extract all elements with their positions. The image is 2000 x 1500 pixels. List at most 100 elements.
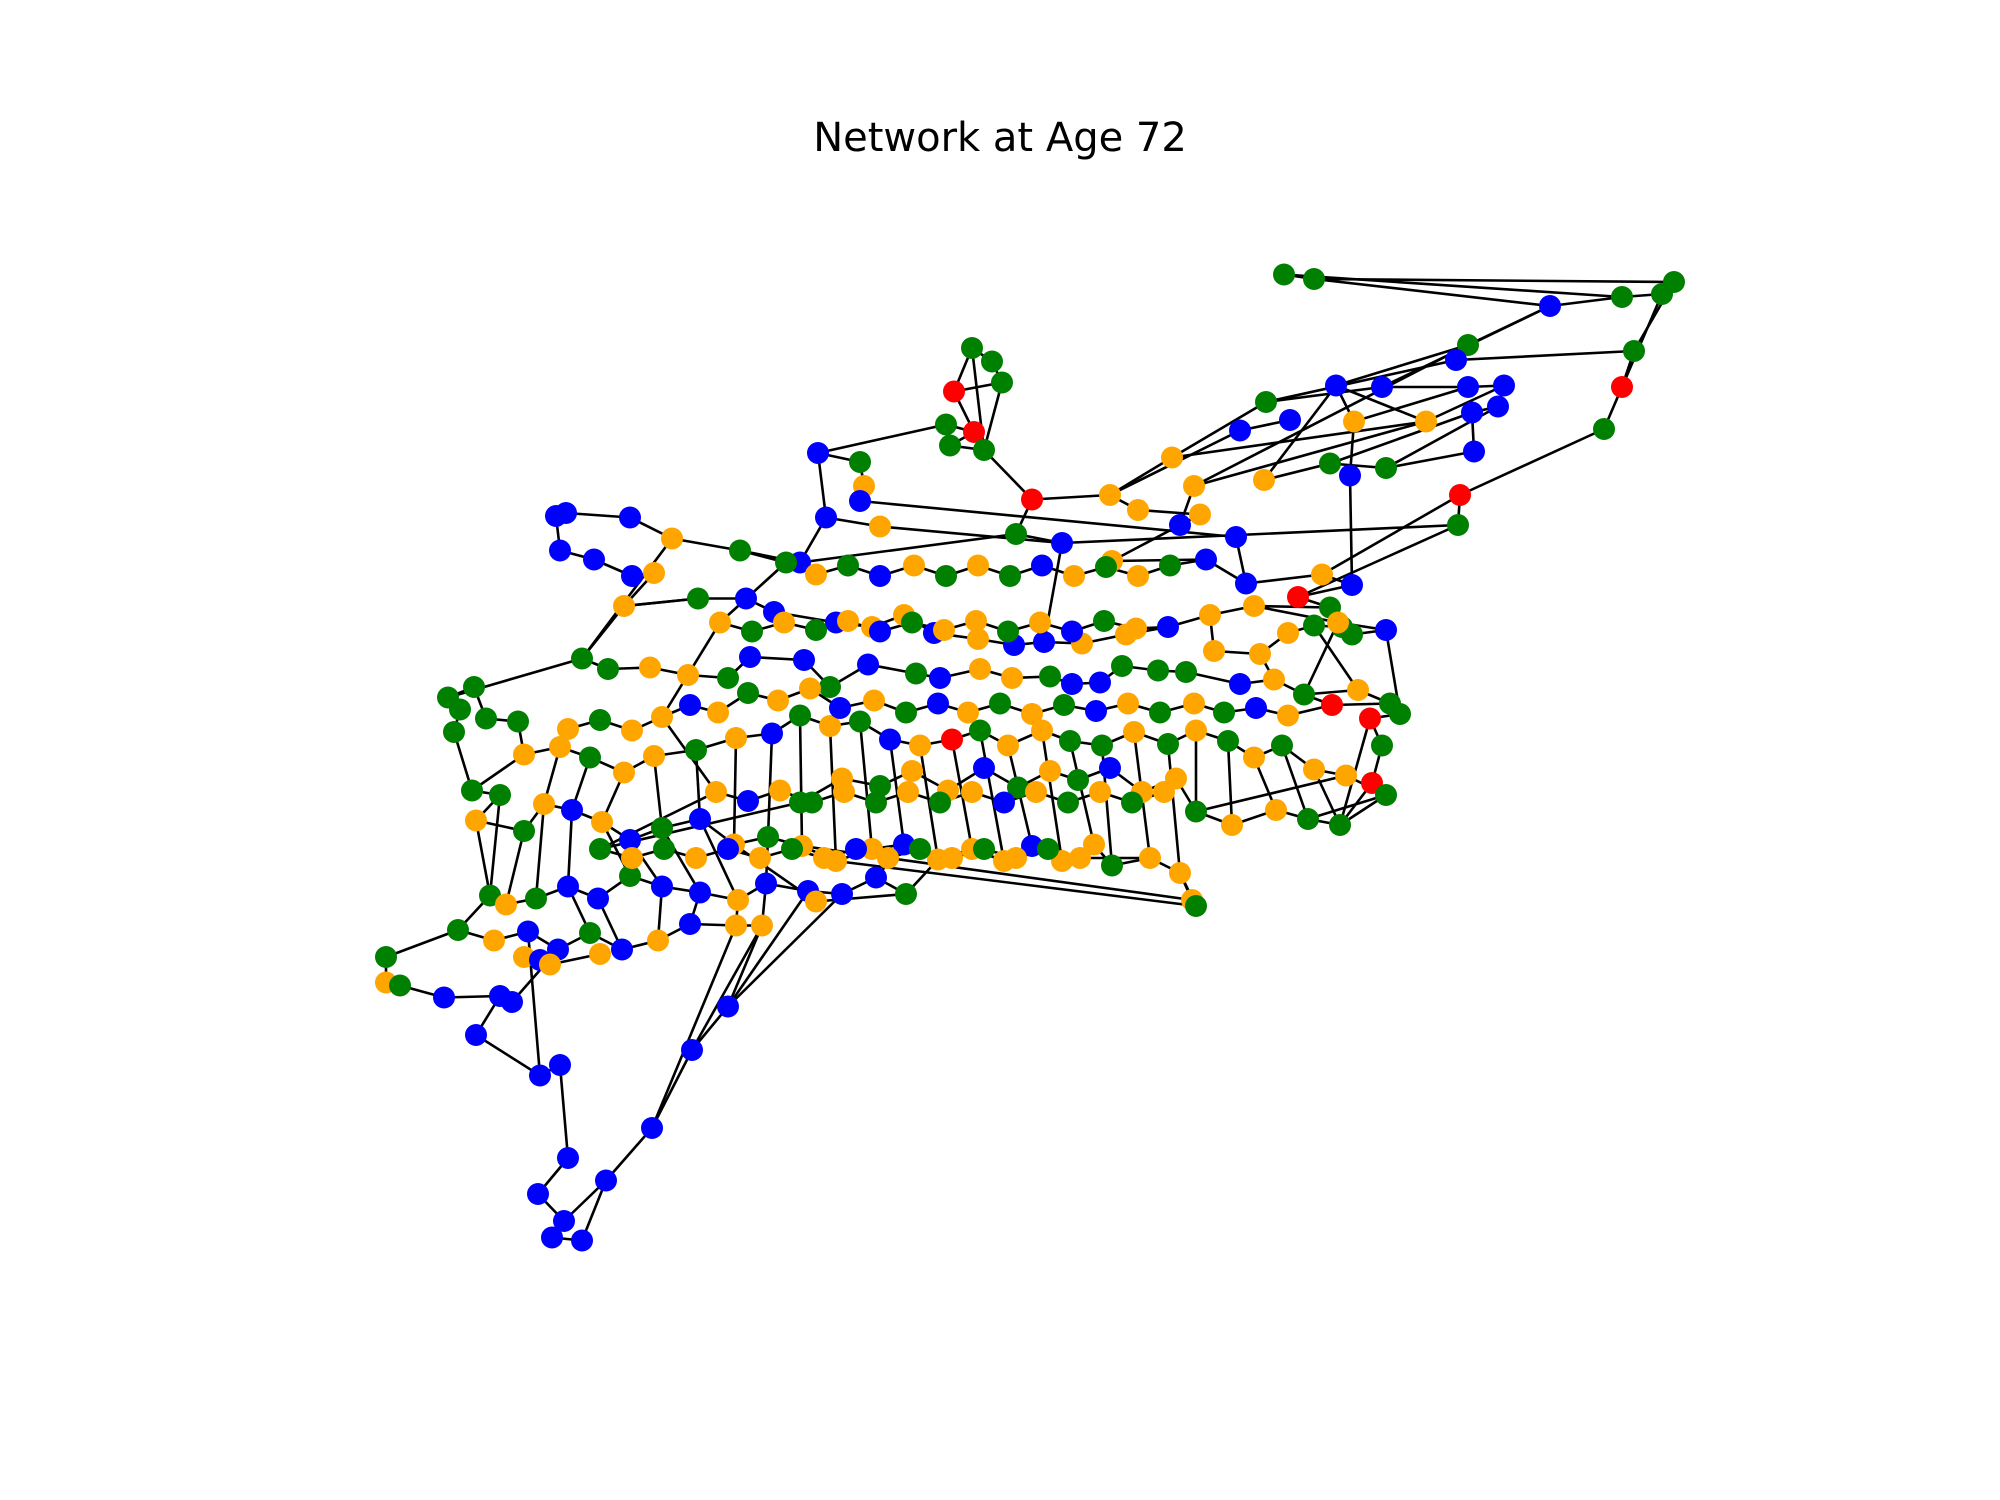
graph-edge	[671, 537, 741, 552]
graph-node-green	[909, 838, 931, 860]
graph-node-blue	[611, 938, 633, 961]
graph-edge	[817, 423, 947, 455]
graph-node-orange	[869, 515, 891, 538]
graph-node-blue	[739, 646, 761, 668]
graph-node-green	[447, 919, 469, 941]
node-layer	[375, 263, 1685, 1252]
graph-edge	[1313, 277, 1551, 308]
graph-node-blue	[807, 442, 829, 464]
graph-node-blue	[1195, 548, 1217, 571]
graph-node-orange	[651, 706, 673, 728]
graph-node-orange	[647, 929, 669, 952]
graph-node-orange	[621, 847, 643, 869]
graph-node-blue	[717, 838, 739, 860]
graph-node-green	[1303, 268, 1325, 290]
graph-node-green	[619, 865, 641, 887]
graph-edge	[727, 893, 843, 1008]
graph-edge	[726, 924, 764, 1008]
graph-node-orange	[1099, 484, 1121, 506]
graph-node-blue	[1461, 401, 1483, 424]
graph-node-green	[1329, 814, 1351, 836]
graph-node-orange	[773, 611, 795, 634]
graph-edge	[1109, 456, 1173, 497]
graph-node-orange	[769, 779, 791, 802]
graph-node-orange	[1063, 565, 1085, 587]
graph-node-green	[1297, 808, 1319, 830]
graph-node-orange	[1277, 622, 1299, 644]
graph-node-green	[805, 619, 827, 641]
graph-edge	[978, 730, 1006, 862]
graph-node-orange	[1343, 410, 1365, 433]
graph-edge	[1031, 493, 1111, 501]
graph-node-blue	[761, 722, 783, 745]
graph-node-blue	[1487, 395, 1509, 418]
graph-node-green	[757, 826, 779, 848]
graph-node-green	[479, 884, 501, 907]
graph-node-green	[973, 838, 995, 860]
graph-node-blue	[583, 548, 605, 571]
graph-node-blue	[815, 506, 837, 529]
graph-node-orange	[613, 761, 635, 784]
graph-node-green	[463, 676, 485, 698]
graph-node-green	[449, 698, 471, 721]
graph-node-green	[375, 946, 397, 968]
graph-edge	[1348, 475, 1354, 586]
graph-edge	[690, 924, 764, 1051]
graph-node-orange	[969, 658, 991, 680]
graph-node-green	[939, 434, 961, 457]
graph-edge	[698, 818, 740, 901]
graph-edge	[835, 859, 1197, 908]
graph-node-blue	[1229, 673, 1251, 695]
graph-node-green	[1157, 733, 1179, 755]
graph-node-green	[991, 371, 1013, 394]
graph-edge	[1297, 523, 1459, 599]
graph-node-green	[1159, 554, 1181, 577]
graph-node-blue	[1099, 757, 1121, 779]
graph-edge	[799, 532, 1017, 564]
graph-edge	[1166, 743, 1182, 874]
graph-node-orange	[1125, 617, 1147, 640]
graph-node-orange	[1127, 499, 1149, 521]
graph-node-orange	[483, 929, 505, 952]
graph-node-orange	[1039, 760, 1061, 782]
graph-node-blue	[831, 883, 853, 905]
graph-node-blue	[679, 694, 701, 716]
graph-node-blue	[1339, 464, 1361, 487]
graph-node-orange	[1089, 781, 1111, 803]
graph-edge	[815, 892, 907, 903]
graph-node-orange	[767, 689, 789, 712]
graph-node-orange	[1069, 847, 1091, 869]
graph-node-green	[1457, 334, 1479, 356]
graph-edge	[1312, 624, 1360, 691]
graph-node-orange	[465, 809, 487, 832]
graph-node-orange	[1161, 446, 1183, 469]
graph-edge	[385, 928, 459, 959]
graph-node-green	[1121, 791, 1143, 814]
graph-node-red	[1021, 488, 1043, 511]
graph-node-orange	[1153, 781, 1175, 803]
graph-node-orange	[1139, 847, 1161, 869]
graph-node-blue	[1325, 374, 1347, 397]
graph-node-green	[997, 620, 1019, 643]
graph-node-green	[1303, 614, 1325, 637]
graph-node-green	[729, 539, 751, 562]
graph-node-orange	[705, 781, 727, 803]
graph-node-blue	[1085, 700, 1107, 722]
graph-node-blue	[553, 1210, 575, 1232]
graph-node-blue	[1445, 349, 1467, 371]
graph-node-orange	[1415, 410, 1437, 433]
graph-node-green	[801, 791, 823, 814]
graph-node-green	[789, 704, 811, 727]
graph-node-green	[589, 838, 611, 860]
graph-edge	[1329, 411, 1473, 465]
graph-node-green	[461, 779, 483, 802]
graph-node-orange	[967, 554, 989, 577]
graph-node-blue	[755, 872, 777, 895]
graph-edge	[1385, 450, 1475, 470]
graph-edge	[1111, 558, 1207, 563]
graph-node-green	[741, 620, 763, 643]
graph-node-blue	[1279, 409, 1301, 431]
graph-node-green	[1059, 730, 1081, 752]
graph-node-green	[961, 337, 983, 359]
graph-node-green	[1217, 730, 1239, 752]
